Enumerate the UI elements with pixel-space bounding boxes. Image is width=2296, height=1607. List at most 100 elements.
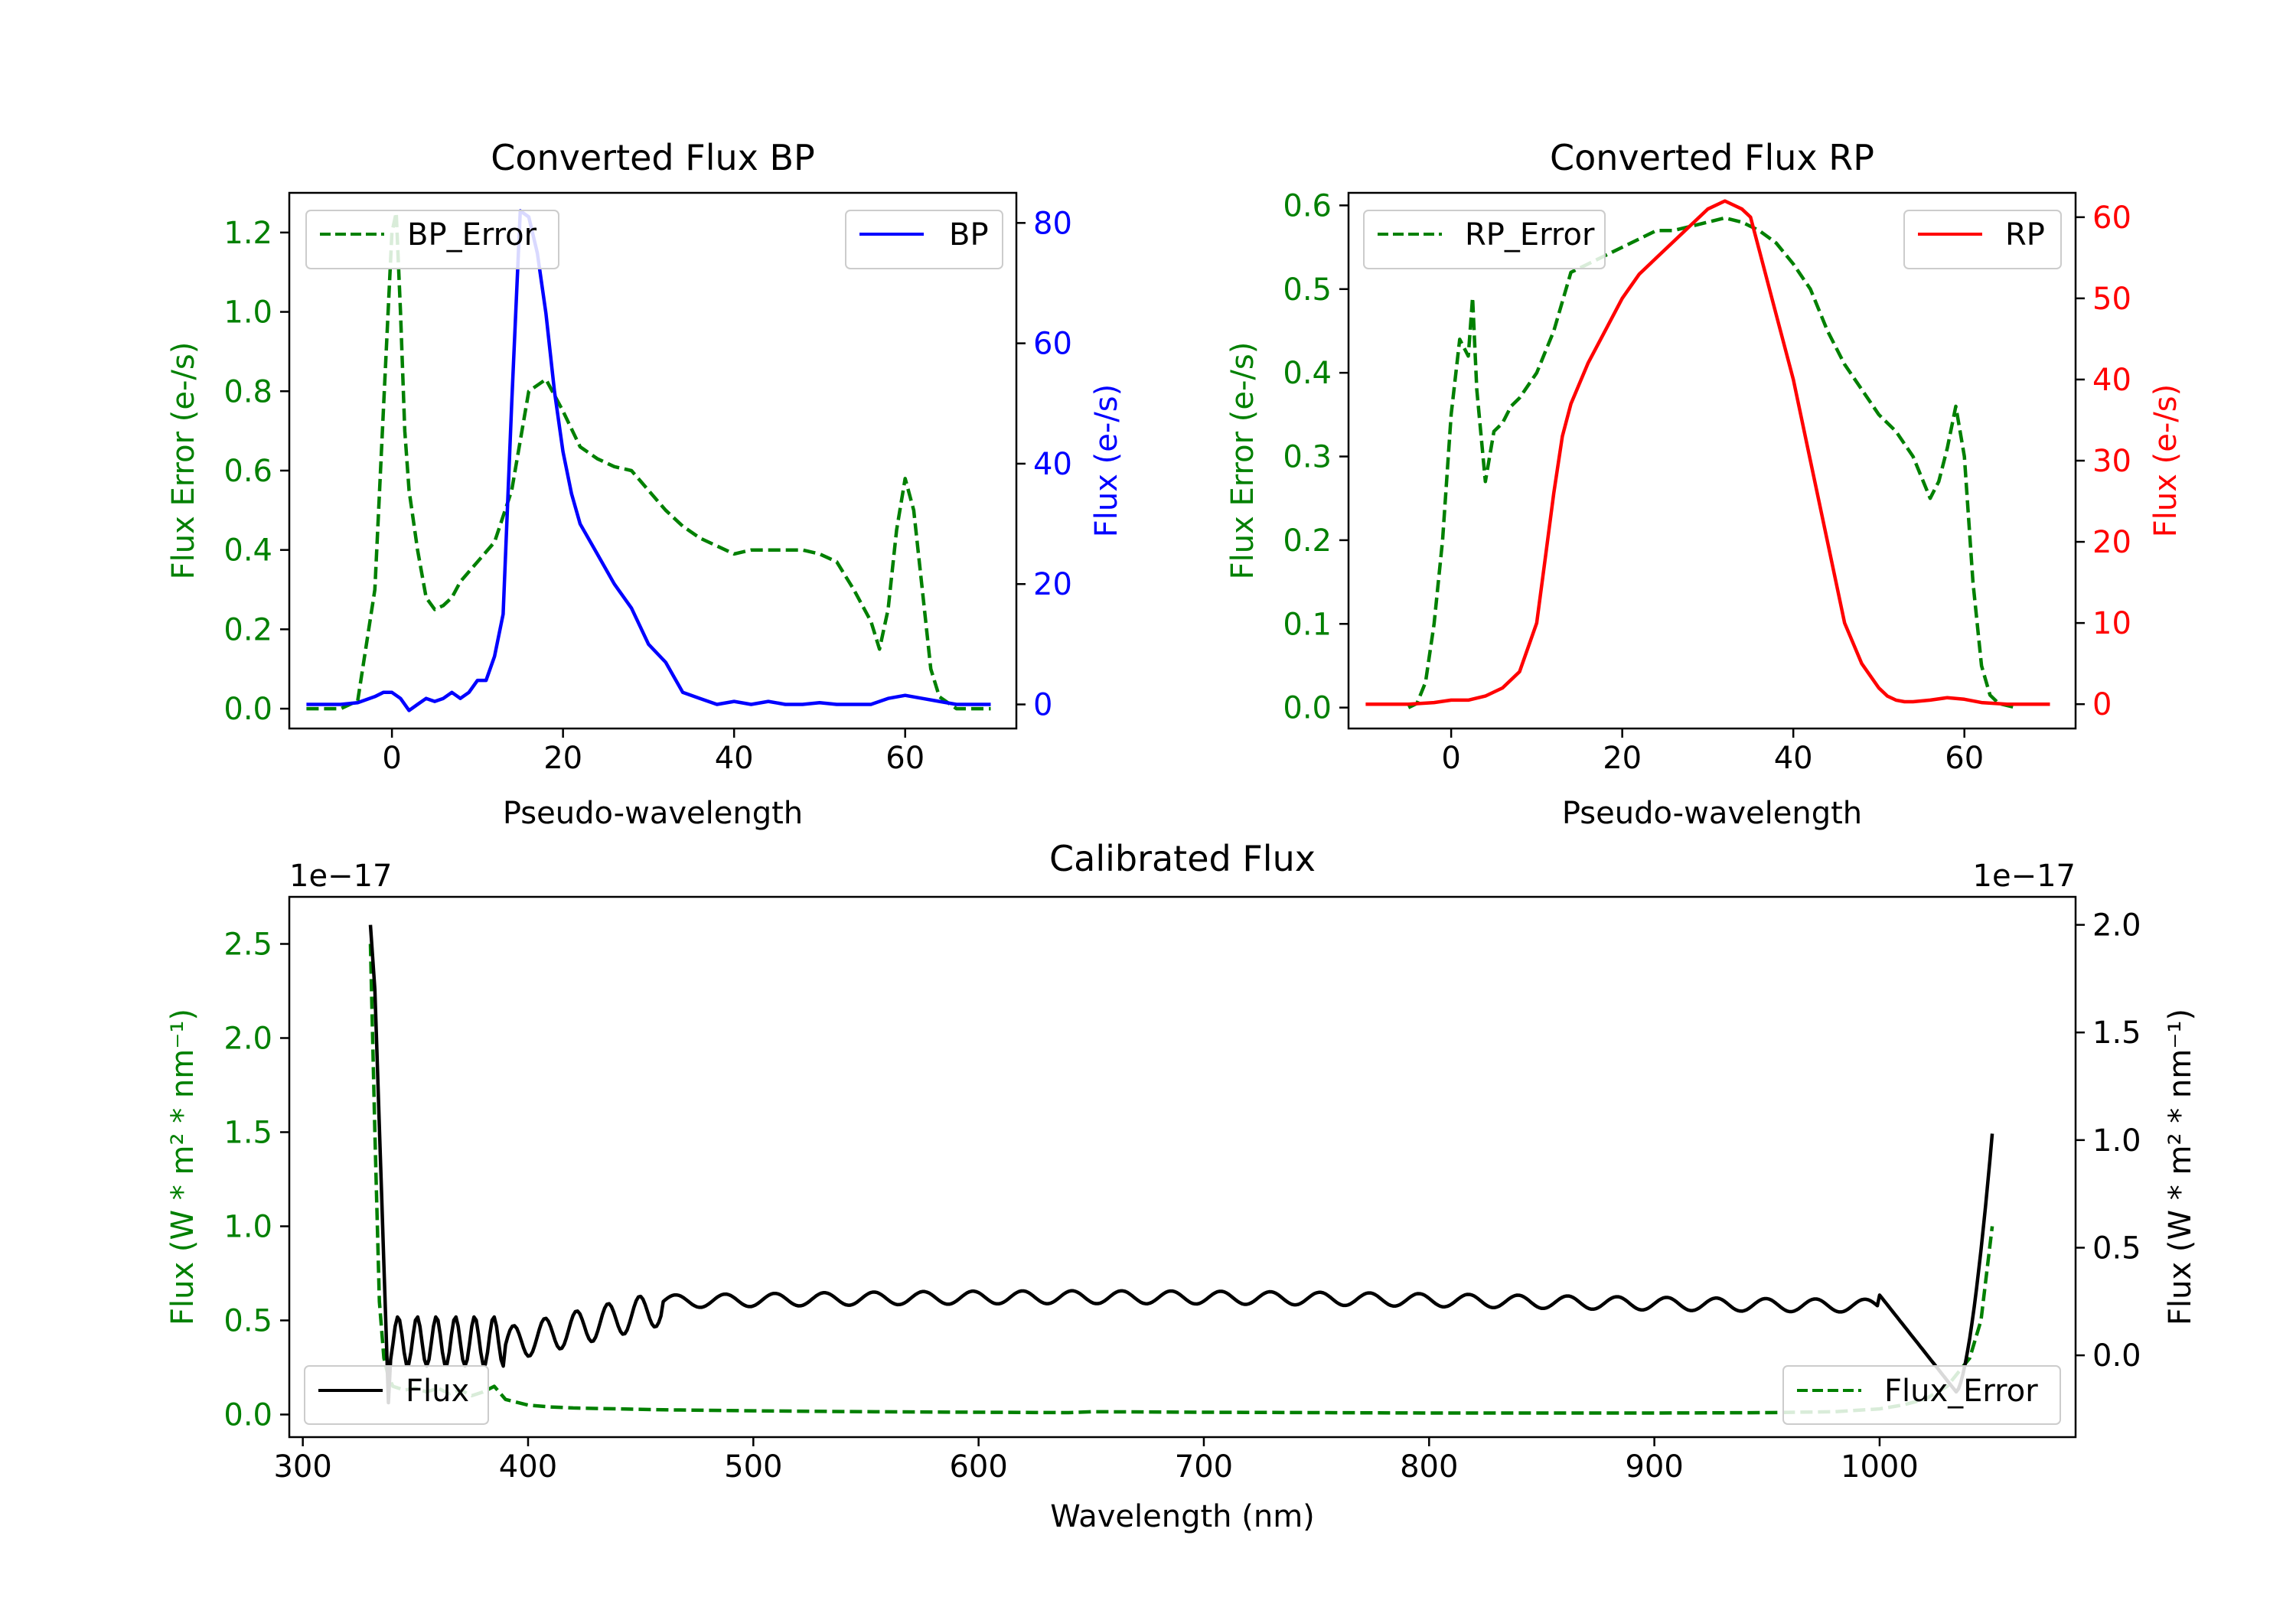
y-tick-label-right: 0 xyxy=(2092,687,2112,722)
y-tick-label-left: 0.3 xyxy=(1283,440,1332,475)
cal-offset-left: 1e−17 xyxy=(289,859,392,894)
bp-legend-error: BP_Error xyxy=(305,210,559,269)
y-tick-label-left: 1.5 xyxy=(223,1115,272,1150)
y-tick-label-right: 60 xyxy=(2092,200,2131,236)
rp-legend-error: RP_Error xyxy=(1363,210,1606,269)
rp-y-axis-left: 0.0 0.1 0.2 0.3 0.4 0.5 0.6 xyxy=(1283,188,1349,726)
rp-flux-line xyxy=(1365,199,2050,706)
y-tick-label-right: 0.0 xyxy=(2092,1338,2141,1374)
y-tick-label-left: 1.0 xyxy=(223,1209,272,1244)
rp-y-label-right: Flux (e-/s) xyxy=(2148,384,2183,537)
y-tick-label-right: 60 xyxy=(1033,327,1072,362)
cal-legend-error-label: Flux_Error xyxy=(1884,1374,2038,1409)
rp-y-axis-right: 0 10 20 30 40 50 60 xyxy=(2076,200,2131,722)
y-tick-label-left: 0.0 xyxy=(223,1397,272,1433)
y-tick-label-left: 0.5 xyxy=(1283,272,1332,308)
cal-offset-right: 1e−17 xyxy=(1973,859,2076,894)
rp-legend-error-label: RP_Error xyxy=(1465,217,1595,253)
x-tick-label: 800 xyxy=(1400,1449,1458,1485)
cal-y-axis-left: 0.0 0.5 1.0 1.5 2.0 2.5 xyxy=(223,927,289,1433)
bp-flux-line xyxy=(306,209,991,712)
rp-y-label-left: Flux Error (e-/s) xyxy=(1225,342,1261,580)
y-tick-label-left: 0.4 xyxy=(223,533,272,569)
y-tick-label-right: 40 xyxy=(1033,447,1072,482)
y-tick-label-left: 0.4 xyxy=(1283,356,1332,391)
x-tick-label: 300 xyxy=(273,1449,331,1485)
rp-panel: Converted Flux RP 0 20 40 60 0.00.10.20.30.… xyxy=(1225,137,2183,831)
calibrated-panel: Calibrated Flux 1e−17 1e−17 300 400 500 600… xyxy=(165,838,2198,1534)
bp-error-line xyxy=(306,210,991,711)
y-tick-label-left: 1.2 xyxy=(223,216,272,251)
y-tick-label-left: 0.2 xyxy=(223,612,272,647)
y-tick-label-left: 0.0 xyxy=(1283,691,1332,726)
rp-title: Converted Flux RP xyxy=(1550,137,1874,178)
x-tick-label: 40 xyxy=(715,741,754,776)
bp-panel: Converted Flux BP 0 20 40 60 0.0 0.2 0.4 0.6 0.… xyxy=(166,137,1124,831)
y-tick-label-left: 0.6 xyxy=(223,454,272,489)
y-tick-label-left: 0.1 xyxy=(1283,607,1332,642)
cal-legend-flux-label: Flux xyxy=(406,1374,469,1409)
bp-legend-error-label: BP_Error xyxy=(407,217,537,253)
y-tick-label-right: 0.5 xyxy=(2092,1231,2141,1266)
bp-title: Converted Flux BP xyxy=(491,137,815,178)
bp-legend-flux-label: BP xyxy=(949,217,989,253)
bp-x-axis: 0 20 40 60 xyxy=(382,729,925,776)
bp-legend-flux: BP xyxy=(845,210,1003,269)
y-tick-label-right: 0 xyxy=(1033,688,1052,723)
x-tick-label: 60 xyxy=(1945,741,1984,776)
x-tick-label: 20 xyxy=(543,741,582,776)
y-tick-label-right: 20 xyxy=(2092,525,2131,560)
x-tick-label: 1000 xyxy=(1841,1449,1919,1485)
y-tick-label-right: 20 xyxy=(1033,567,1072,602)
x-tick-label: 60 xyxy=(885,741,925,776)
cal-y-axis-right: 0.0 0.5 1.0 1.5 2.0 xyxy=(2076,908,2141,1374)
y-tick-label-right: 40 xyxy=(2092,363,2131,398)
x-tick-label: 900 xyxy=(1625,1449,1683,1485)
series-line-bp-error xyxy=(306,210,991,711)
x-tick-label: 500 xyxy=(724,1449,782,1485)
bp-y-axis-left: 0.0 0.2 0.4 0.6 0.8 1.0 1.2 xyxy=(223,216,289,727)
cal-title: Calibrated Flux xyxy=(1049,838,1316,879)
x-tick-label: 700 xyxy=(1175,1449,1233,1485)
rp-x-axis: 0 20 40 60 xyxy=(1441,729,1984,776)
x-tick-label: 0 xyxy=(1441,741,1460,776)
y-tick-label-left: 0.2 xyxy=(1283,523,1332,559)
cal-y-label-right: Flux (W * m² * nm⁻¹) xyxy=(2163,1009,2198,1325)
series-line-flux xyxy=(368,924,1994,1405)
y-tick-label-right: 10 xyxy=(2092,606,2131,641)
series-line-rp xyxy=(1365,199,2050,706)
cal-x-axis: 300 400 500 600 700 800 900 1000 xyxy=(273,1437,1919,1485)
x-tick-label: 600 xyxy=(949,1449,1007,1485)
y-tick-label-left: 2.0 xyxy=(223,1021,272,1056)
rp-legend-flux-label: RP xyxy=(2005,217,2045,253)
y-tick-label-left: 0.0 xyxy=(223,692,272,727)
y-tick-label-left: 0.5 xyxy=(223,1303,272,1338)
x-tick-label: 20 xyxy=(1603,741,1642,776)
series-line-bp xyxy=(306,209,991,712)
cal-plot-frame xyxy=(288,895,2077,1439)
cal-legend-error: Flux_Error xyxy=(1782,1365,2061,1425)
x-tick-label: 0 xyxy=(382,741,401,776)
cal-x-label: Wavelength (nm) xyxy=(1050,1499,1315,1534)
rp-legend-flux: RP xyxy=(1903,210,2062,269)
y-tick-label-left: 0.6 xyxy=(1283,188,1332,223)
rp-x-label: Pseudo-wavelength xyxy=(1562,796,1862,831)
y-tick-label-left: 0.8 xyxy=(223,374,272,409)
bp-y-label-right: Flux (e-/s) xyxy=(1089,384,1124,537)
cal-legend-flux: Flux xyxy=(304,1365,489,1425)
cal-y-label-left: Flux (W * m² * nm⁻¹) xyxy=(165,1009,201,1325)
y-tick-label-right: 1.0 xyxy=(2092,1123,2141,1159)
rp-error-line xyxy=(1407,216,2017,709)
x-tick-label: 40 xyxy=(1774,741,1813,776)
series-line-rp-error xyxy=(1407,216,2017,709)
cal-flux-line xyxy=(368,924,1994,1405)
bp-plot-frame xyxy=(288,191,1018,730)
y-tick-label-right: 1.5 xyxy=(2092,1015,2141,1051)
y-tick-label-right: 30 xyxy=(2092,444,2131,479)
bp-y-axis-right: 0 20 40 60 80 xyxy=(1016,206,1072,723)
bp-y-label-left: Flux Error (e-/s) xyxy=(166,342,201,580)
y-tick-label-right: 2.0 xyxy=(2092,908,2141,944)
y-tick-label-right: 80 xyxy=(1033,206,1072,241)
y-tick-label-right: 50 xyxy=(2092,282,2131,317)
